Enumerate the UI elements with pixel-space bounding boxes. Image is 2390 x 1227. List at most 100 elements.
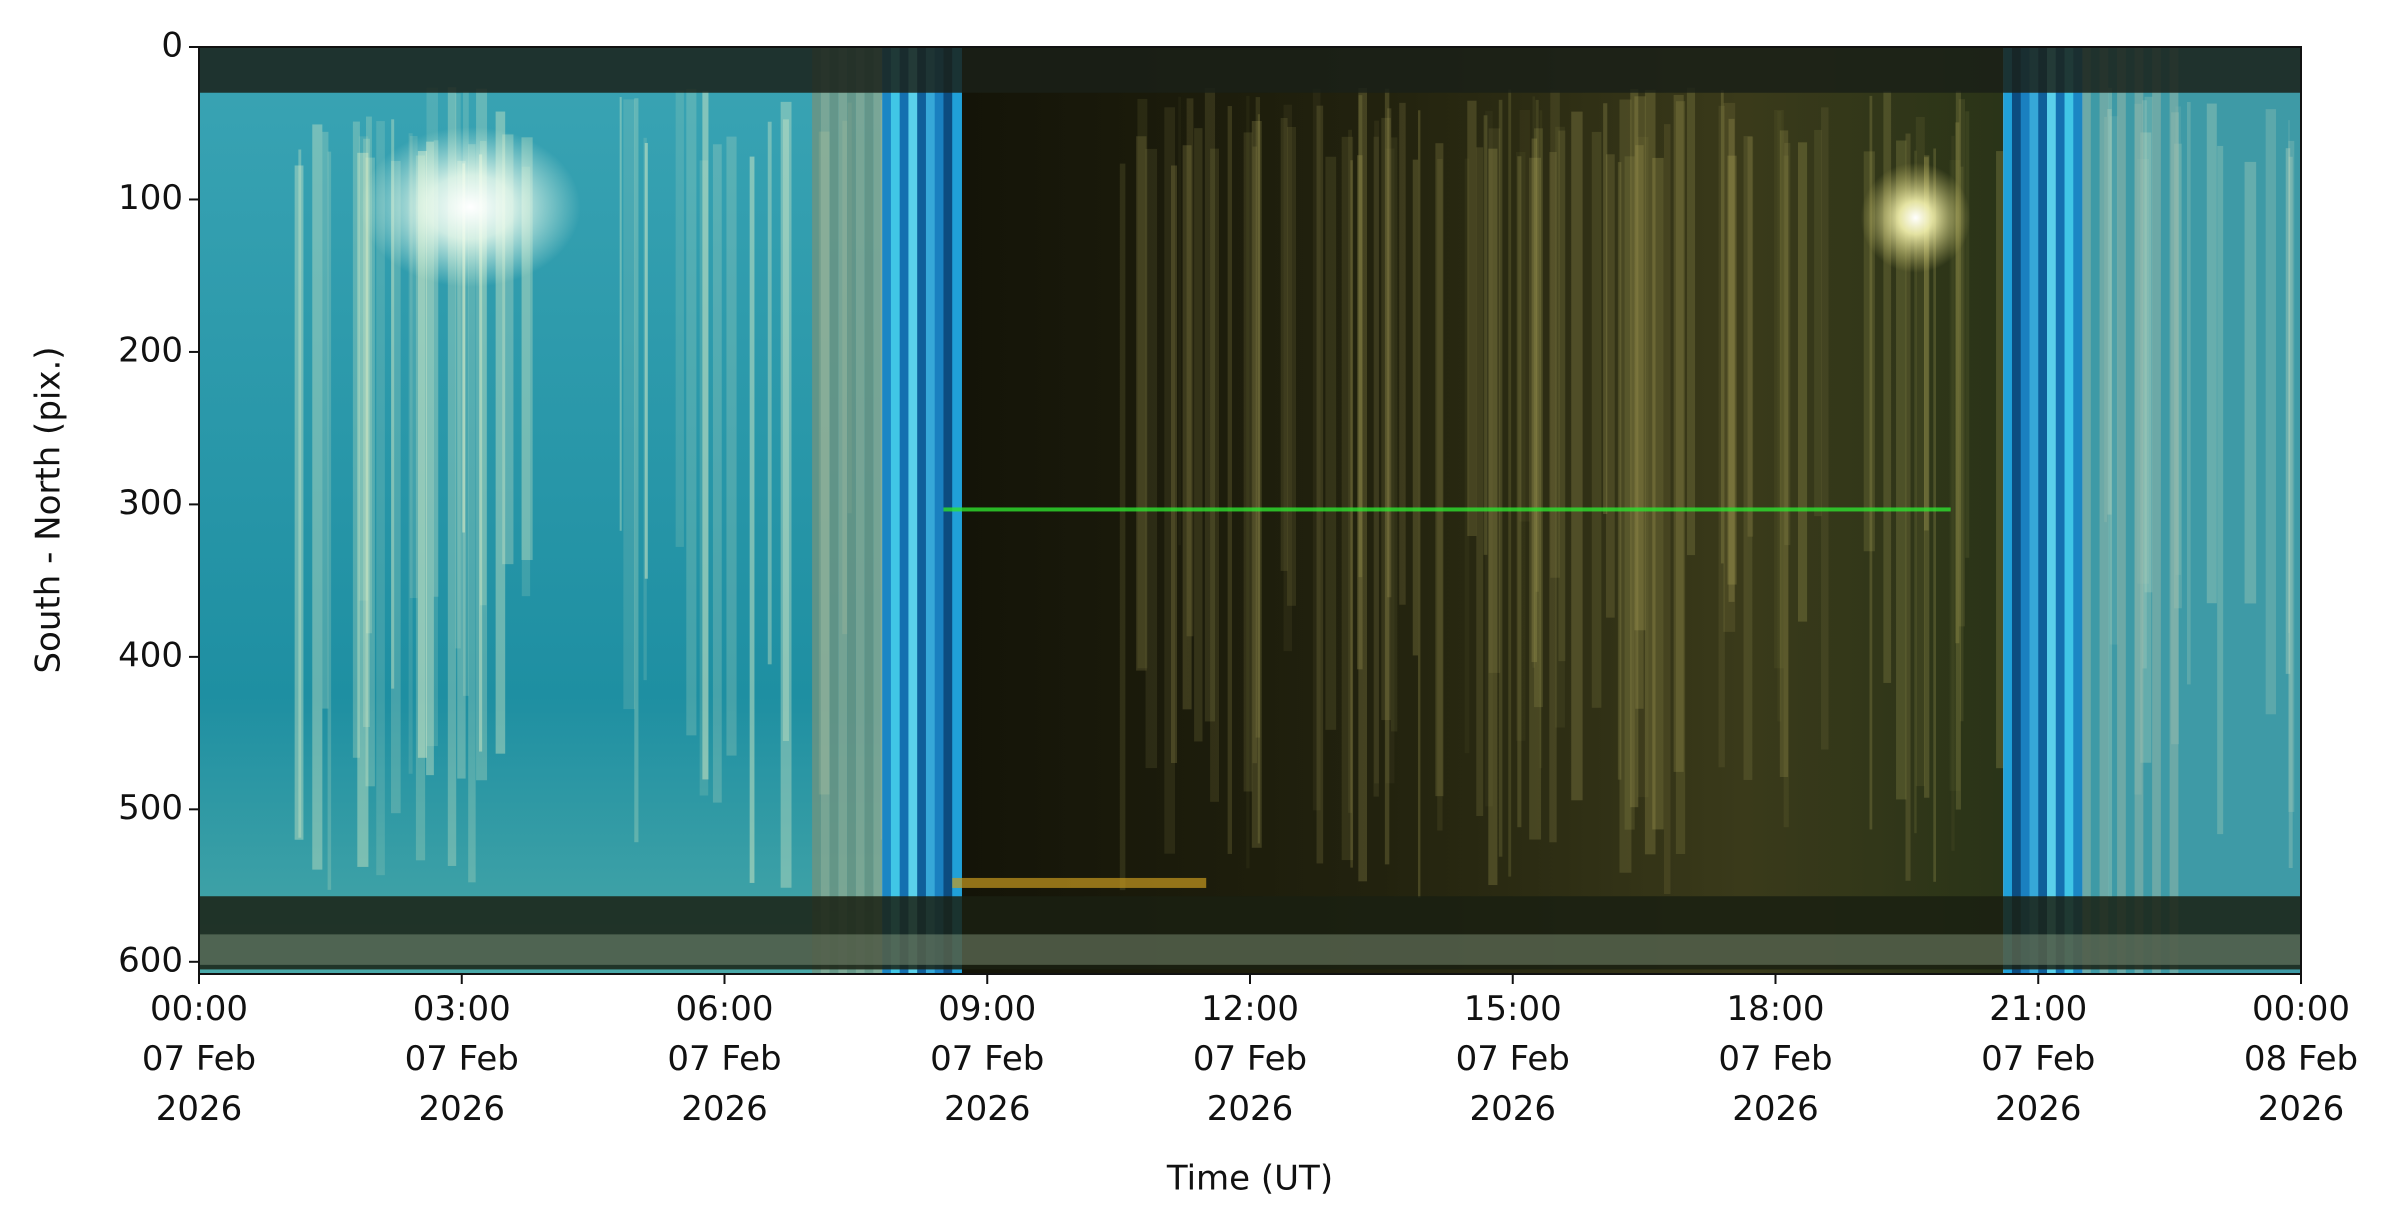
- band: [917, 47, 927, 974]
- edge-strip: [199, 896, 2301, 970]
- streak: [1358, 87, 1368, 882]
- band: [890, 47, 901, 974]
- streak: [1863, 151, 1875, 552]
- x-tick-label: 00:00 07 Feb 2026: [141, 989, 257, 1129]
- streak: [1539, 110, 1543, 769]
- streak: [391, 160, 401, 814]
- streak: [1384, 88, 1390, 865]
- band: [2055, 47, 2066, 974]
- streak: [1783, 155, 1789, 828]
- y-tick-label: 300: [118, 483, 183, 523]
- streak: [1720, 89, 1724, 564]
- streak: [1498, 99, 1503, 857]
- streak: [365, 157, 375, 787]
- streak: [1723, 102, 1736, 632]
- streak: [1186, 98, 1194, 637]
- streak: [675, 90, 684, 547]
- band: [864, 47, 874, 974]
- streak: [415, 155, 426, 861]
- streak: [1283, 104, 1293, 652]
- band: [2038, 47, 2049, 974]
- streak: [712, 144, 722, 803]
- streak: [1170, 165, 1178, 764]
- streak: [433, 140, 439, 597]
- streak: [1634, 96, 1646, 631]
- streak: [2288, 140, 2295, 812]
- streak: [1933, 148, 1937, 882]
- x-tick-label: 03:00 07 Feb 2026: [404, 989, 519, 1129]
- streak: [1136, 136, 1147, 671]
- streak: [2288, 156, 2293, 869]
- streak: [749, 156, 755, 883]
- streak: [2285, 148, 2291, 674]
- streak: [1532, 96, 1535, 668]
- streak: [2107, 87, 2113, 898]
- streak: [521, 137, 533, 561]
- streak: [1182, 145, 1192, 710]
- streak: [1960, 166, 1964, 722]
- streak: [643, 137, 647, 681]
- streak: [298, 149, 302, 838]
- streak: [1316, 105, 1324, 864]
- band: [2099, 47, 2109, 974]
- streak: [408, 133, 413, 774]
- streak: [702, 91, 709, 780]
- streak: [1381, 117, 1391, 721]
- band: [2169, 47, 2179, 974]
- streak: [2206, 103, 2217, 604]
- streak: [1617, 162, 1622, 780]
- streak: [1280, 117, 1288, 571]
- streak: [1675, 101, 1686, 854]
- streak: [782, 119, 789, 742]
- x-axis-label: Time (UT): [1166, 1159, 1333, 1199]
- streak: [358, 136, 369, 601]
- streak: [1485, 110, 1493, 807]
- x-tick-label: 18:00 07 Feb 2026: [1718, 989, 1833, 1129]
- y-tick-label: 200: [118, 330, 183, 370]
- streak: [479, 154, 483, 752]
- streak: [1348, 129, 1352, 813]
- band: [820, 47, 830, 974]
- band: [2117, 47, 2126, 974]
- streak: [1385, 148, 1395, 784]
- streak: [1435, 143, 1444, 797]
- green-line: [943, 507, 1951, 512]
- streak: [1255, 97, 1261, 738]
- streak: [1644, 89, 1656, 855]
- streak: [1747, 136, 1754, 537]
- band: [908, 47, 919, 974]
- streak: [1257, 114, 1260, 844]
- streak: [1531, 138, 1538, 663]
- streak: [1774, 110, 1784, 669]
- streak: [1358, 95, 1363, 578]
- streak: [1517, 156, 1522, 828]
- streak: [1204, 88, 1216, 722]
- band: [855, 47, 865, 974]
- edge-strip: [199, 47, 2301, 93]
- lights: [952, 877, 1207, 888]
- streak: [409, 136, 418, 599]
- y-axis-label: South - North (pix.): [29, 346, 69, 673]
- streak: [644, 142, 648, 579]
- band: [847, 47, 856, 974]
- streak: [1374, 120, 1379, 784]
- streak: [1949, 160, 1961, 791]
- streak: [1637, 136, 1649, 798]
- streak: [2217, 145, 2224, 835]
- streak: [468, 144, 476, 883]
- streak: [1251, 120, 1262, 848]
- streak: [1178, 96, 1181, 546]
- streak: [2288, 120, 2291, 633]
- streak: [1464, 158, 1470, 754]
- streak: [1951, 135, 1955, 851]
- streak: [1605, 154, 1615, 618]
- streak: [1955, 90, 1961, 810]
- streak: [1412, 159, 1419, 656]
- streak: [1686, 87, 1696, 556]
- streak: [1619, 99, 1632, 873]
- band: [2064, 47, 2075, 974]
- streak: [312, 124, 323, 870]
- sun-glow: [360, 127, 581, 288]
- x-tick-label: 21:00 07 Feb 2026: [1981, 989, 2096, 1129]
